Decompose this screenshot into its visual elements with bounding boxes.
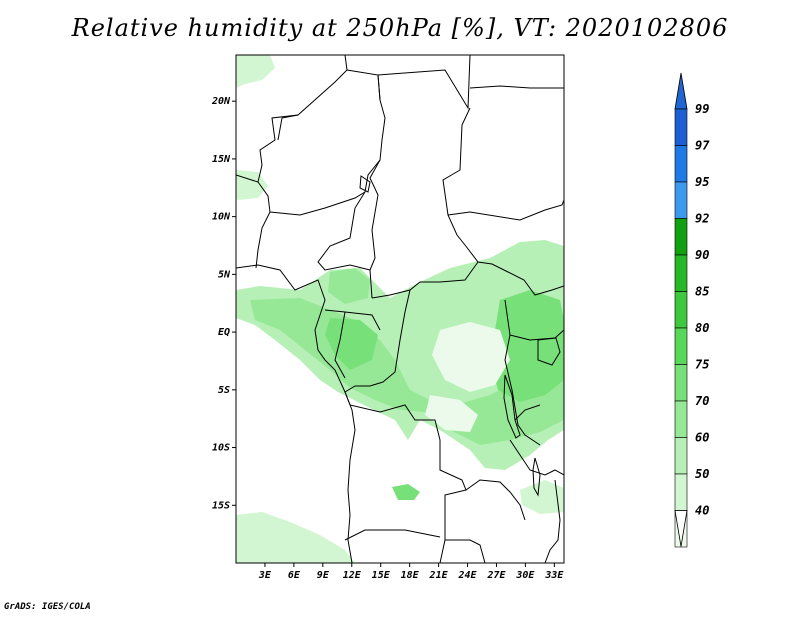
plot-frame xyxy=(235,54,565,564)
border-line xyxy=(344,391,486,563)
lon-tick-label: 30E xyxy=(515,570,535,581)
humidity-region-angola-patch xyxy=(392,484,420,500)
lon-tick-label: 21E xyxy=(429,570,449,581)
border-line xyxy=(269,191,366,216)
lat-tick-label: 15N xyxy=(212,154,231,165)
colorbar-swatch xyxy=(674,327,688,365)
border-line xyxy=(514,404,541,421)
border-line xyxy=(469,85,564,89)
lon-tick-label: 24E xyxy=(457,570,477,581)
colorbar-level-label: 75 xyxy=(695,358,709,372)
lon-tick-label: 18E xyxy=(401,570,420,581)
chart-title: Relative humidity at 250hPa [%], VT: 202… xyxy=(71,14,729,42)
colorbar-swatch xyxy=(674,108,688,146)
colorbar-swatch xyxy=(674,473,688,511)
lon-tick-label: 33E xyxy=(544,570,564,581)
colorbar-level-label: 40 xyxy=(695,504,709,518)
colorbar-level-label: 50 xyxy=(695,467,709,481)
colorbar: 99 97 95 92 90 85 80 75 70 60 50 40 xyxy=(674,72,710,548)
lon-tick-label: 27E xyxy=(486,570,506,581)
border-line xyxy=(257,55,348,183)
lake-tanganyika xyxy=(503,374,521,439)
lat-tick-label: 10S xyxy=(212,443,230,454)
lat-tick-label: 20N xyxy=(211,96,231,107)
colorbar-level-label: 95 xyxy=(695,175,709,189)
border-line xyxy=(465,479,526,521)
lon-tick-label: 6E xyxy=(288,570,301,581)
border-line xyxy=(324,309,381,331)
colorbar-level-label: 60 xyxy=(695,431,709,445)
grads-credit: GrADS: IGES/COLA xyxy=(4,602,91,612)
lon-tick-label: 12E xyxy=(343,570,362,581)
border-line xyxy=(439,539,446,563)
lat-tick-label: 15S xyxy=(212,500,230,511)
lon-tick-label: 3E xyxy=(258,570,272,581)
border-line xyxy=(509,439,564,476)
lat-tick-label: EQ xyxy=(218,327,230,338)
colorbar-level-label: 80 xyxy=(695,321,709,335)
colorbar-swatch xyxy=(674,437,688,475)
border-line xyxy=(277,114,299,141)
humidity-region-sahara-patch xyxy=(236,55,275,88)
border-line xyxy=(544,479,561,563)
latitude-axis: 20N 15N 10N 5N EQ 5S 10S 15S xyxy=(211,96,236,511)
colorbar-level-label: 97 xyxy=(695,139,710,153)
border-line xyxy=(377,55,471,110)
colorbar-swatch xyxy=(674,364,688,402)
border-line xyxy=(317,159,381,271)
lat-tick-label: 5N xyxy=(218,269,231,280)
longitude-axis: 3E 6E 9E 12E 15E 18E 21E 24E 27E 30E 33E xyxy=(258,563,564,581)
coastline xyxy=(236,264,356,563)
colorbar-swatch xyxy=(674,254,688,292)
country-borders xyxy=(236,55,564,563)
border-line xyxy=(442,107,564,296)
humidity-region-west-coast xyxy=(236,170,268,200)
lake-victoria xyxy=(537,337,561,366)
lon-tick-label: 15E xyxy=(372,570,391,581)
colorbar-swatch xyxy=(674,400,688,438)
colorbar-level-label: 70 xyxy=(695,394,709,408)
lat-tick-label: 5S xyxy=(218,385,230,396)
border-line xyxy=(344,289,411,393)
humidity-region-cameroon xyxy=(328,268,370,304)
colorbar-swatch xyxy=(674,291,688,329)
lat-tick-label: 10N xyxy=(212,212,231,223)
colorbar-bottom-arrow xyxy=(674,510,688,547)
colorbar-swatch xyxy=(674,218,688,256)
colorbar-swatch xyxy=(674,181,688,219)
border-line xyxy=(447,199,564,221)
lake-chad xyxy=(359,175,371,193)
humidity-region-southeast xyxy=(520,480,564,514)
border-line xyxy=(371,261,479,299)
lake-malawi xyxy=(532,457,541,497)
colorbar-level-label: 92 xyxy=(695,212,709,226)
colorbar-swatch xyxy=(674,145,688,183)
humidity-region-southwest xyxy=(236,512,355,563)
colorbar-level-label: 99 xyxy=(695,102,709,116)
colorbar-level-label: 90 xyxy=(695,248,709,262)
lon-tick-label: 9E xyxy=(317,570,330,581)
border-line xyxy=(334,311,346,379)
colorbar-top-arrow xyxy=(674,72,688,110)
humidity-hole-south xyxy=(425,395,478,432)
humidity-region-gabon-high xyxy=(325,318,378,370)
colorbar-level-label: 85 xyxy=(695,285,709,299)
humidity-hole-central xyxy=(432,322,510,392)
border-line xyxy=(344,529,441,541)
humidity-shading xyxy=(236,55,564,563)
